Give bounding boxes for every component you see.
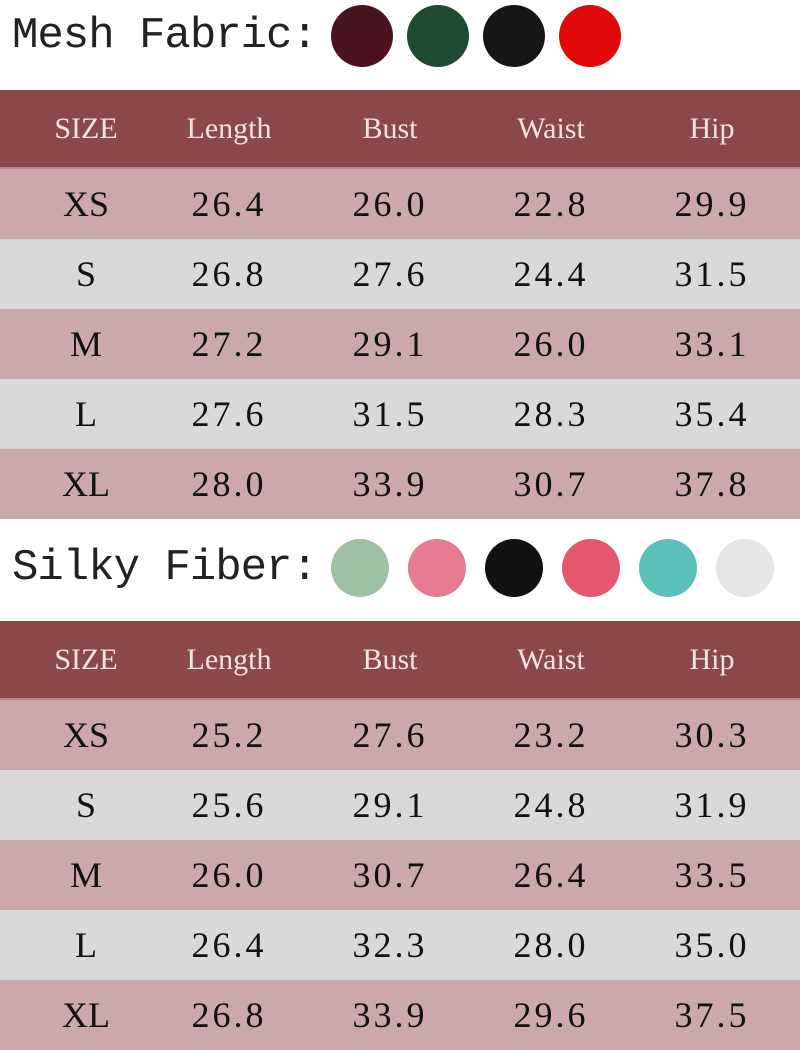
measurement-cell: 28.0 [191,464,267,504]
measurement-cell: 37.8 [674,464,750,504]
column-header: Hip [689,111,735,145]
table-row: L 26.4 32.3 28.0 35.0 [0,910,800,980]
header-row: SIZE Length Bust Waist Hip [0,621,800,700]
measurement-cell: 31.5 [674,254,750,294]
color-swatch[interactable] [330,539,389,597]
measurement-cell: 30.3 [674,715,750,755]
measurement-cell: 29.1 [352,324,428,364]
size-cell: M [69,324,103,364]
measurement-cell: 23.2 [513,715,589,755]
measurement-cell: 27.2 [191,324,267,364]
table-row: S 26.8 27.6 24.4 31.5 [0,239,800,309]
measurement-cell: 29.9 [674,184,750,224]
silky-fiber-size-table: SIZE Length Bust Waist Hip XS 25.2 27.6 23.2 30.3… [0,621,800,1050]
column-header: Waist [517,642,585,676]
measurement-cell: 25.2 [191,715,267,755]
table-row: S 25.6 29.1 24.8 31.9 [0,770,800,840]
size-cell: M [69,855,103,895]
measurement-cell: 26.4 [191,925,267,965]
measurement-cell: 28.0 [513,925,589,965]
measurement-cell: 30.7 [513,464,589,504]
measurement-cell: 37.5 [674,995,750,1035]
column-header: Hip [689,642,735,676]
column-header: Waist [517,111,585,145]
measurement-cell: 24.8 [513,785,589,825]
column-header: SIZE [54,642,118,676]
measurement-cell: 33.5 [674,855,750,895]
header-row: SIZE Length Bust Waist Hip [0,90,800,169]
table-row: XS 25.2 27.6 23.2 30.3 [0,700,800,770]
measurement-cell: 33.9 [352,464,428,504]
color-swatch[interactable] [561,539,620,597]
measurement-cell: 31.9 [674,785,750,825]
column-header: Length [186,642,272,676]
section-title: Silky Fiber: [12,543,318,593]
measurement-cell: 26.0 [513,324,589,364]
measurement-cell: 33.9 [352,995,428,1035]
color-swatch[interactable] [406,5,469,67]
measurement-cell: 24.4 [513,254,589,294]
size-cell: S [75,254,97,294]
measurement-cell: 22.8 [513,184,589,224]
table-row: M 26.0 30.7 26.4 33.5 [0,840,800,910]
measurement-cell: 27.6 [191,394,267,434]
measurement-cell: 26.0 [352,184,428,224]
measurement-cell: 31.5 [352,394,428,434]
measurement-cell: 35.0 [674,925,750,965]
table-row: M 27.2 29.1 26.0 33.1 [0,309,800,379]
table-row: L 27.6 31.5 28.3 35.4 [0,379,800,449]
column-header: Length [186,111,272,145]
color-swatch[interactable] [407,539,466,597]
column-header: Bust [362,642,418,676]
measurement-cell: 26.0 [191,855,267,895]
measurement-cell: 26.4 [191,184,267,224]
size-cell: XL [62,464,110,504]
measurement-cell: 30.7 [352,855,428,895]
measurement-cell: 29.6 [513,995,589,1035]
measurement-cell: 29.1 [352,785,428,825]
size-cell: S [75,785,97,825]
table-row: XS 26.4 26.0 22.8 29.9 [0,169,800,239]
color-swatches [330,5,635,67]
column-header: Bust [362,111,418,145]
measurement-cell: 27.6 [352,254,428,294]
color-swatches [330,539,793,597]
measurement-cell: 32.3 [352,925,428,965]
color-swatch[interactable] [330,5,393,67]
color-swatch[interactable] [482,5,545,67]
size-cell: L [75,925,97,965]
size-cell: XS [62,184,110,224]
measurement-cell: 26.8 [191,254,267,294]
measurement-cell: 27.6 [352,715,428,755]
size-cell: XL [62,995,110,1035]
color-swatch[interactable] [484,539,543,597]
color-swatch[interactable] [638,539,697,597]
mesh-fabric-title-row: Mesh Fabric: [0,0,800,72]
color-swatch[interactable] [715,539,774,597]
table-row: XL 28.0 33.9 30.7 37.8 [0,449,800,519]
measurement-cell: 26.4 [513,855,589,895]
measurement-cell: 33.1 [674,324,750,364]
size-cell: XS [62,715,110,755]
mesh-fabric-size-table: SIZE Length Bust Waist Hip XS 26.4 26.0 22.8 29.9… [0,90,800,519]
silky-fiber-title-row: Silky Fiber: [0,530,800,606]
table-row: XL 26.8 33.9 29.6 37.5 [0,980,800,1050]
measurement-cell: 35.4 [674,394,750,434]
color-swatch[interactable] [558,5,621,67]
measurement-cell: 28.3 [513,394,589,434]
measurement-cell: 25.6 [191,785,267,825]
measurement-cell: 26.8 [191,995,267,1035]
size-cell: L [75,394,97,434]
section-title: Mesh Fabric: [12,11,318,61]
column-header: SIZE [54,111,118,145]
